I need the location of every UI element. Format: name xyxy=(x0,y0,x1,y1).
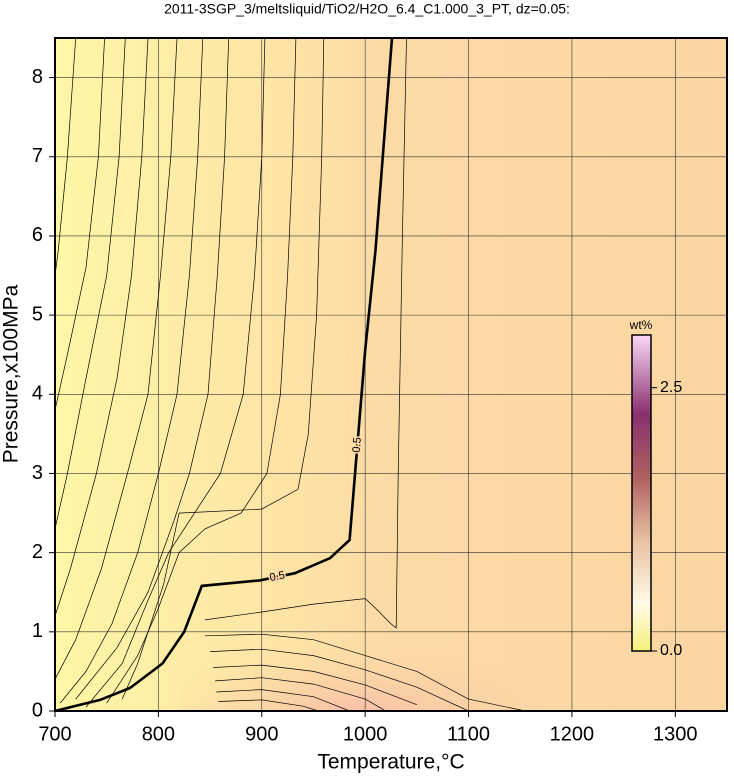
contour-line xyxy=(55,38,178,680)
plot-frame xyxy=(54,37,728,712)
contour-line xyxy=(55,38,149,617)
contour-line xyxy=(204,633,526,711)
contour-line xyxy=(215,677,386,711)
y-tick-label: 5 xyxy=(32,303,43,325)
colorbar-label: wt% xyxy=(629,318,653,332)
contour-line xyxy=(59,38,204,704)
y-tick-label: 6 xyxy=(32,224,43,246)
y-tick-label: 0 xyxy=(32,699,43,721)
chart-title: 2011-3SGP_3/meltsliquid/TiO2/H2O_6.4_C1.… xyxy=(164,1,570,17)
contour-label: 0.5 xyxy=(269,569,286,584)
x-tick-label: 1000 xyxy=(343,723,388,745)
x-tick-label: 1100 xyxy=(447,723,490,745)
y-tick-label: 2 xyxy=(32,541,43,563)
y-tick-label: 8 xyxy=(32,66,43,88)
contour-line xyxy=(216,689,350,711)
x-tick-label: 800 xyxy=(142,723,175,745)
x-tick-label: 1200 xyxy=(550,723,595,745)
colorbar-tick-label: 0.0 xyxy=(660,642,682,659)
y-axis-label: Pressure,x100MPa xyxy=(0,284,23,463)
x-tick-label: 1300 xyxy=(653,723,698,745)
contour-line xyxy=(55,38,77,276)
colorbar xyxy=(631,334,652,652)
contour-label: 0.5 xyxy=(351,437,364,453)
contour-line xyxy=(204,38,407,629)
contour-line xyxy=(218,699,319,711)
contour-line xyxy=(106,38,297,704)
contour-line xyxy=(55,38,126,529)
plot-shading xyxy=(180,600,540,711)
x-tick-label: 700 xyxy=(38,723,71,745)
x-axis-label: Temperature,°C xyxy=(317,751,464,774)
plot-background xyxy=(55,38,727,711)
contour-line xyxy=(55,38,105,411)
contour-line-bold xyxy=(55,38,394,711)
y-tick-label: 4 xyxy=(32,383,43,405)
contour-line xyxy=(121,38,325,700)
contour-line xyxy=(210,648,469,711)
y-tick-label: 7 xyxy=(32,145,43,167)
y-tick-label: 3 xyxy=(32,462,43,484)
colorbar-tick-label: 2.5 xyxy=(660,379,682,396)
y-tick-label: 1 xyxy=(32,620,43,642)
x-tick-label: 900 xyxy=(245,723,278,745)
contour-line xyxy=(213,664,417,706)
contour-line xyxy=(85,38,266,708)
contour-line xyxy=(75,38,230,700)
